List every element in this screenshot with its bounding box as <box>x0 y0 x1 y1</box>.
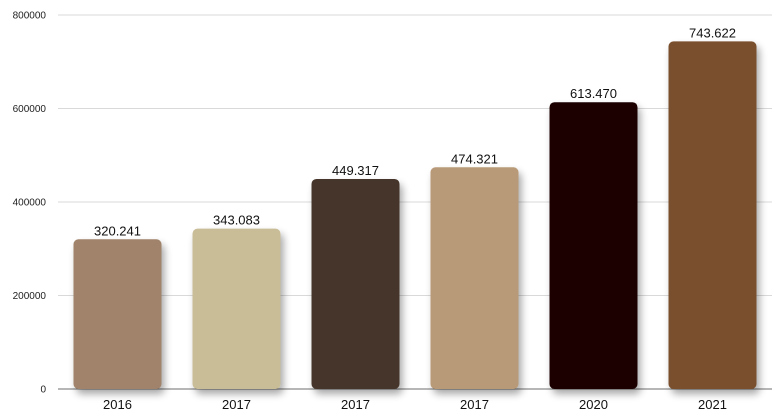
data-label: 320.241 <box>94 223 141 238</box>
bar <box>549 102 638 390</box>
x-tick-label: 2017 <box>222 397 251 412</box>
bar <box>668 41 757 389</box>
y-tick-label: 400000 <box>13 198 47 209</box>
data-label: 474.321 <box>451 151 498 166</box>
y-tick-label: 200000 <box>13 291 47 302</box>
data-labels: 320.241 343.083 449.317 474.321 613.470 743.6… <box>94 25 736 238</box>
y-tick-label: 600000 <box>13 104 47 115</box>
x-tick-label: 2016 <box>103 397 132 412</box>
data-label: 613.470 <box>570 86 617 101</box>
bar <box>430 167 519 389</box>
x-tick-label: 2021 <box>698 397 727 412</box>
x-tick-label: 2017 <box>460 397 489 412</box>
bar <box>73 239 162 389</box>
data-label: 743.622 <box>689 25 736 40</box>
data-label: 343.083 <box>213 213 260 228</box>
bar <box>311 178 400 389</box>
bar <box>192 228 281 389</box>
gridlines <box>58 14 772 390</box>
x-tick-label: 2020 <box>579 397 608 412</box>
y-tick-label: 0 <box>40 385 46 396</box>
x-tick-label: 2017 <box>341 397 370 412</box>
y-tick-label: 800000 <box>13 11 47 22</box>
y-axis-ticks: 0 200000 400000 600000 800000 <box>13 11 47 396</box>
x-axis-ticks: 2016 2017 2017 2017 2020 2021 <box>103 397 727 412</box>
bars <box>73 41 757 390</box>
data-label: 449.317 <box>332 163 379 178</box>
